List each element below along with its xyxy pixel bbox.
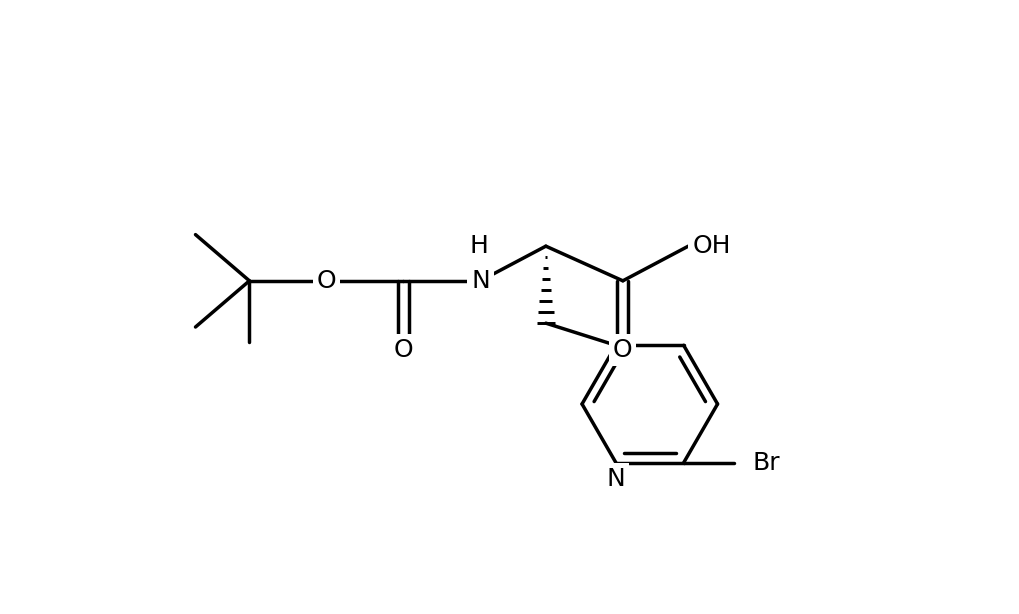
Text: O: O (316, 269, 336, 293)
Text: O: O (612, 338, 632, 362)
Text: H: H (469, 234, 488, 258)
Text: Br: Br (752, 451, 780, 475)
Text: N: N (606, 467, 625, 491)
Text: O: O (393, 338, 413, 362)
Text: N: N (471, 269, 489, 293)
Text: OH: OH (692, 234, 730, 258)
